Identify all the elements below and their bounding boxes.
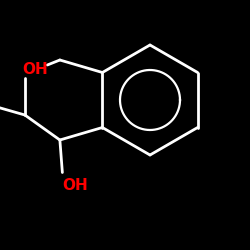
Text: OH: OH [22,62,48,78]
Text: OH: OH [62,178,88,192]
